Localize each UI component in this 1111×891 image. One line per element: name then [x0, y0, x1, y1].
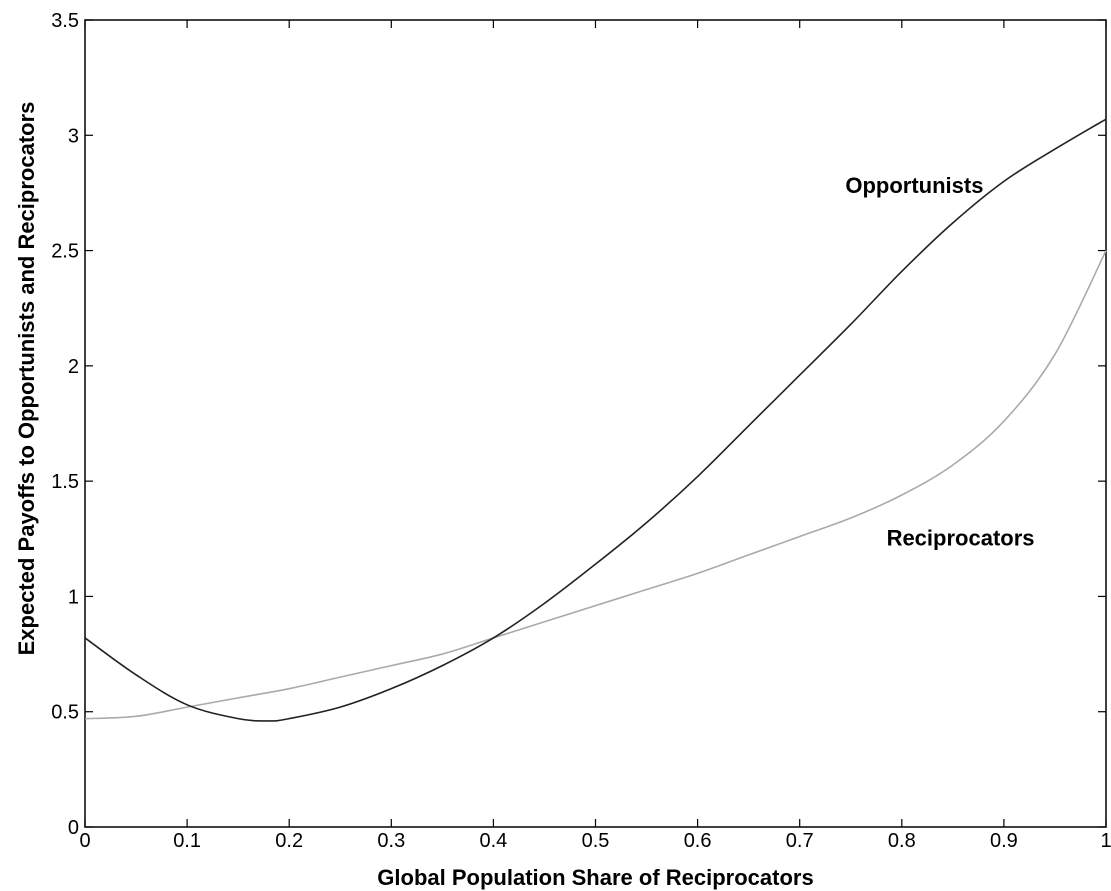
x-tick-label: 0.3 [377, 830, 405, 852]
y-tick-label: 2 [68, 356, 79, 378]
x-axis-label: Global Population Share of Reciprocators [377, 865, 813, 890]
x-tick-label: 0.7 [786, 830, 814, 852]
y-tick-label: 1.5 [51, 471, 79, 493]
x-tick-label: 0.6 [684, 830, 712, 852]
x-tick-label: 1 [1100, 830, 1111, 852]
y-tick-label: 1 [68, 586, 79, 608]
y-tick-label: 0.5 [51, 702, 79, 724]
plot-frame [84, 19, 1107, 828]
y-tick-label: 3.5 [51, 10, 79, 32]
x-tick-label: 0.9 [990, 830, 1018, 852]
series-line-reciprocators [84, 250, 1107, 720]
annotation-reciprocators: Reciprocators [887, 526, 1035, 551]
x-tick-label: 0 [79, 830, 90, 852]
x-tick-label: 0.1 [173, 830, 201, 852]
x-tick-label: 0.5 [582, 830, 610, 852]
y-tick-label: 2.5 [51, 241, 79, 263]
series-line-opportunists [84, 118, 1107, 722]
x-tick-label: 0.4 [479, 830, 507, 852]
x-tick-label: 0.8 [888, 830, 916, 852]
annotation-opportunists: Opportunists [845, 173, 983, 198]
y-tick-label: 3 [68, 125, 79, 147]
y-tick-label: 0 [68, 817, 79, 839]
y-axis-label: Expected Payoffs to Opportunists and Rec… [14, 102, 39, 656]
x-tick-label: 0.2 [275, 830, 303, 852]
plot-area: 0 0.1 0.2 0.3 0.4 0.5 0.6 0.7 0.8 0.9 1 0 0.5 1 1.5 2 2.… [14, 10, 1111, 890]
